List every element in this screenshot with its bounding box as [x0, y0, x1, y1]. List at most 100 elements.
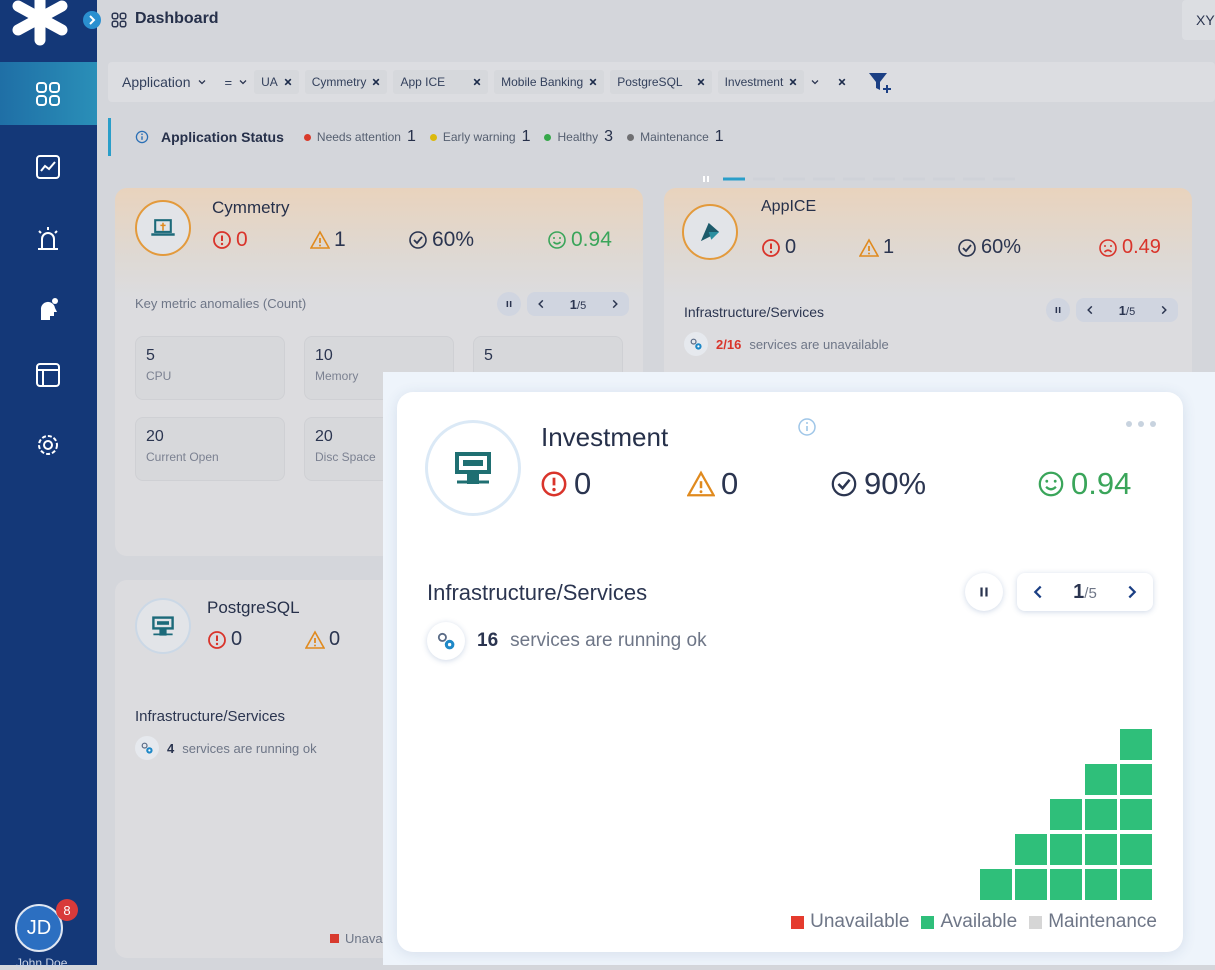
status-label: Maintenance [640, 130, 709, 144]
app-logo [697, 219, 723, 245]
icon-graphic [1052, 304, 1064, 316]
score: 0.94 [1037, 466, 1131, 502]
chip-remove[interactable] [789, 78, 797, 86]
dropdown[interactable] [238, 77, 248, 87]
next[interactable] [1158, 304, 1170, 316]
metric-tile[interactable]: 5CPU [135, 336, 285, 400]
chip-label: App ICE [400, 75, 445, 89]
next[interactable] [609, 298, 621, 310]
pager-box: 1/5 [1017, 573, 1153, 611]
pause-icon [975, 583, 993, 601]
warning-count: 1 [334, 228, 346, 252]
warnings: 0 [687, 466, 738, 502]
filter-operator[interactable]: = [225, 75, 233, 90]
chip[interactable]: PostgreSQL [610, 70, 711, 94]
carousel-indicator[interactable] [695, 172, 1025, 186]
icon-graphic [207, 630, 227, 650]
chip[interactable]: UA [254, 70, 299, 94]
nav-alerts[interactable] [35, 226, 61, 252]
pause[interactable] [1046, 298, 1070, 322]
service-square [1085, 764, 1117, 795]
legend-label: Maintenance [1048, 911, 1157, 933]
chip[interactable]: Cymmetry [305, 70, 388, 94]
icon-graphic [372, 78, 380, 86]
pause-icon [503, 298, 515, 310]
chip-remove[interactable] [372, 78, 380, 86]
service-square [1050, 869, 1082, 900]
chip[interactable]: Investment [718, 70, 805, 94]
icon-graphic [139, 740, 155, 756]
service-square [1120, 799, 1152, 830]
service-square [1085, 799, 1117, 830]
pager: 1/5 [497, 292, 629, 316]
dashboard-icon [111, 12, 127, 28]
status-dot [304, 134, 311, 141]
filter-field[interactable]: Application [122, 74, 191, 90]
pause[interactable] [497, 292, 521, 316]
gear [434, 629, 458, 653]
icon-graphic [1037, 470, 1065, 498]
dropdown[interactable] [810, 77, 820, 87]
chip-remove[interactable] [284, 78, 292, 86]
score-icon [547, 230, 567, 250]
chip-remove[interactable] [697, 78, 705, 86]
nav-ai[interactable] [35, 296, 61, 322]
gear [139, 740, 155, 756]
metric-value: 20 [146, 428, 274, 446]
status-bar: Application Status Needs attention1 Earl… [108, 118, 1215, 156]
icon-graphic [688, 336, 704, 352]
prev[interactable] [1029, 583, 1047, 601]
icon-graphic [1123, 583, 1141, 601]
section-title: Infrastructure/Services [684, 304, 824, 320]
clear-filters[interactable] [838, 78, 846, 86]
next[interactable] [1123, 583, 1141, 601]
icon-graphic [305, 630, 325, 650]
services-count: 16 [477, 630, 498, 652]
critical: 0 [761, 236, 796, 259]
add-filter[interactable] [868, 71, 894, 93]
prev[interactable] [1084, 304, 1096, 316]
notification-badge: 8 [56, 899, 78, 921]
metric-label: Current Open [146, 450, 274, 464]
expanded-card[interactable]: Investment 0 0 90% 0.94 Infrastructure/S… [397, 392, 1183, 952]
icon-graphic [830, 470, 858, 498]
status-label: Healthy [557, 130, 598, 144]
critical-icon [761, 238, 781, 258]
info-icon[interactable] [797, 417, 817, 437]
nav-dashboard[interactable] [35, 81, 61, 107]
dropdown[interactable] [197, 77, 207, 87]
services-text: services are running ok [182, 741, 316, 756]
nav-settings[interactable] [35, 432, 61, 458]
pager: 1/5 [1046, 298, 1178, 322]
legend-swatch [1029, 916, 1042, 929]
services-count: 2/16 [716, 337, 741, 352]
critical: 0 [212, 228, 248, 252]
chip-remove[interactable] [473, 78, 481, 86]
icon-graphic [859, 238, 879, 258]
metric-tile[interactable]: 20 Current Open [135, 417, 285, 481]
nav-analytics[interactable] [35, 154, 61, 180]
pause[interactable] [965, 573, 1003, 611]
services-text: services are unavailable [749, 337, 888, 352]
chip-label: Investment [725, 75, 784, 89]
availability-icon [408, 230, 428, 250]
app-icon [135, 200, 191, 256]
sidebar [0, 0, 97, 965]
chip-remove[interactable] [589, 78, 597, 86]
page: 1 [1119, 303, 1126, 318]
nav-reports[interactable] [35, 362, 61, 388]
icon-graphic [453, 448, 493, 488]
server-icon [151, 614, 175, 638]
pages: /5 [577, 300, 586, 312]
chip[interactable]: Mobile Banking [494, 70, 604, 94]
user-menu[interactable]: XY [1182, 0, 1215, 40]
chip-label: PostgreSQL [617, 75, 682, 89]
chip[interactable]: App ICE [393, 70, 488, 94]
prev[interactable] [535, 298, 547, 310]
icon-graphic [838, 78, 846, 86]
icon-graphic [535, 298, 547, 310]
expand-button[interactable] [82, 10, 102, 30]
more-menu[interactable] [1125, 420, 1159, 428]
app-icon [425, 420, 521, 516]
icon-graphic [434, 629, 458, 653]
